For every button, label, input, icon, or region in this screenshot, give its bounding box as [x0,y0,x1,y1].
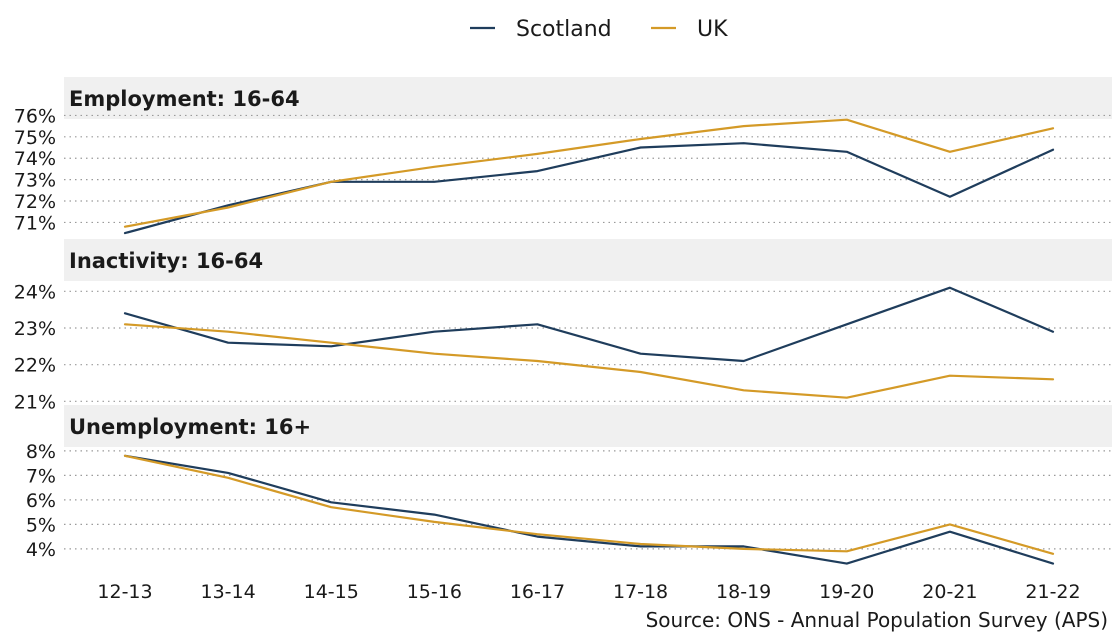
x-tick-label: 12-13 [97,581,152,603]
panel-title-band [64,239,1112,281]
legend-label-scotland: Scotland [516,17,612,42]
y-tick-label: 4% [26,539,56,561]
x-tick-label: 18-19 [716,581,771,603]
series-line-uk [123,323,1055,399]
panel-title-band [64,77,1112,119]
y-tick-label: 73% [14,170,56,192]
y-tick-label: 71% [14,212,56,234]
x-tick-label: 20-21 [922,581,977,603]
source-note: Source: ONS - Annual Population Survey (… [646,608,1108,632]
y-tick-label: 7% [26,465,56,487]
series-line-scotland [123,142,1055,235]
y-tick-label: 6% [26,490,56,512]
panel-title: Employment: 16-64 [69,87,300,111]
panel-3: 4% 5%6% 7%8% Unemployment: 16+ [26,405,1112,565]
panel-title: Unemployment: 16+ [69,415,311,439]
series-line-scotland [123,454,1055,565]
panel-title-band [64,405,1112,447]
x-tick-label: 13-14 [201,581,256,603]
x-tick-label: 17-18 [613,581,668,603]
y-tick-label: 22% [14,355,56,377]
x-tick-label: 15-16 [407,581,462,603]
y-tick-label: 24% [14,281,56,303]
y-tick-label: 72% [14,191,56,213]
y-tick-label: 8% [26,441,56,463]
x-tick-label: 21-22 [1025,581,1080,603]
panel-1: 71%72%73%74%75%76% Employment: 16-64 [14,77,1112,234]
legend-label-uk: UK [697,17,728,42]
y-tick-label: 5% [26,514,56,536]
y-tick-label: 75% [14,127,56,149]
y-tick-label: 23% [14,318,56,340]
series-line-scotland [123,286,1055,363]
panel-title: Inactivity: 16-64 [69,249,263,273]
legend: Scotland UK [470,17,728,42]
y-tick-label: 76% [14,105,56,127]
panels: 71%72%73%74%75%76% Employment: 16-64 21% 22… [14,77,1112,565]
y-tick-label: 74% [14,148,56,170]
x-tick-label: 14-15 [304,581,359,603]
x-tick-label: 19-20 [819,581,874,603]
x-axis: 12-13 13-14 14-15 15-16 16-17 17-18 18-19 19-20… [97,581,1080,603]
series-line-uk [123,454,1055,555]
y-tick-label: 21% [14,391,56,413]
x-tick-label: 16-17 [510,581,565,603]
series-line-uk [123,118,1055,228]
panel-2: 21% 22% 23% 24% Inactivity: 16-64 [14,239,1112,413]
